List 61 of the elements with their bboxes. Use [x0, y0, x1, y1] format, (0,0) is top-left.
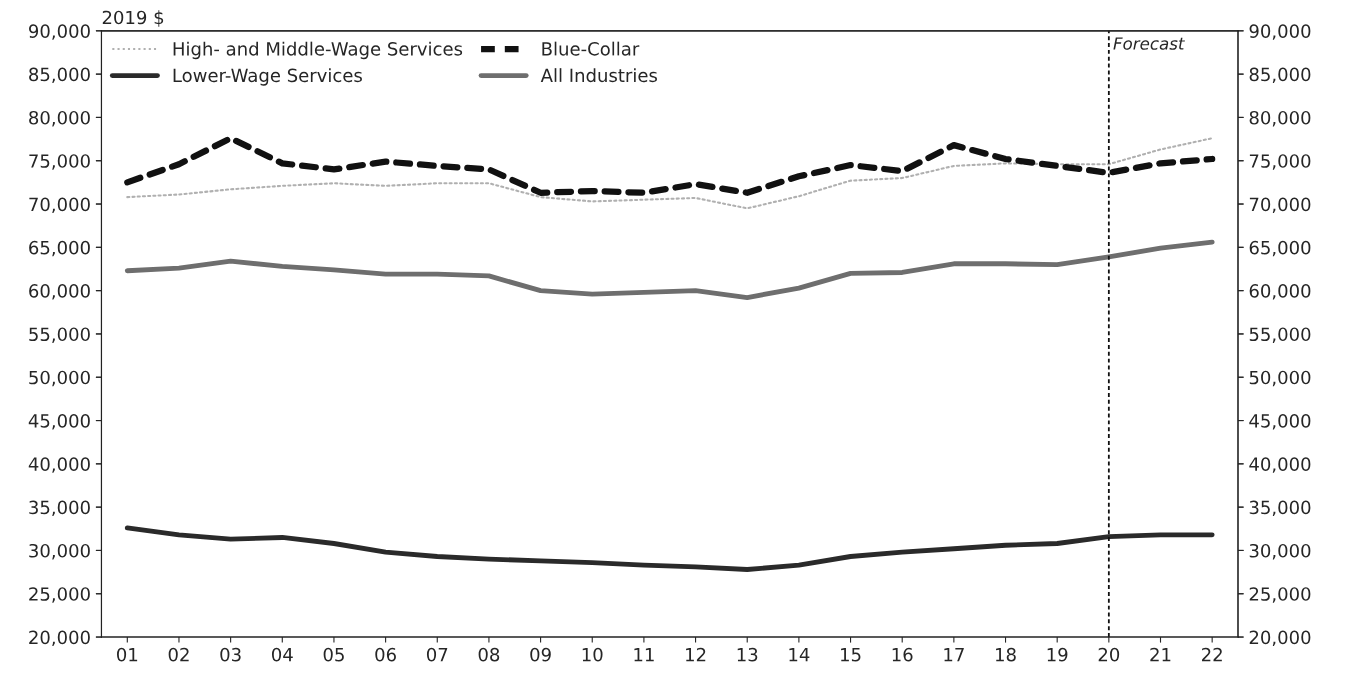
x-tick-label: 18 — [996, 647, 1016, 662]
y-tick-label: 40,000 — [28, 457, 90, 473]
x-tick-label: 06 — [375, 647, 396, 662]
x-tick-label: 07 — [426, 647, 448, 662]
y2-tick-label: 60,000 — [1249, 284, 1311, 300]
y2-tick-label: 85,000 — [1249, 67, 1311, 84]
legend-label: High- and Middle-Wage Services — [173, 41, 463, 60]
x-tick-label: 08 — [478, 647, 500, 662]
y-tick-label: 35,000 — [29, 500, 90, 517]
y-tick-label: 70,000 — [29, 197, 90, 213]
y2-tick-label: 35,000 — [1249, 500, 1311, 517]
y2-tick-label: 25,000 — [1249, 587, 1311, 603]
x-tick-label: 22 — [1202, 647, 1222, 662]
x-tick-label: 10 — [582, 647, 603, 662]
line-series — [126, 137, 1214, 210]
y2-tick-label: 80,000 — [1249, 110, 1311, 127]
y-tick-label: 45,000 — [28, 414, 90, 430]
x-tick-label: 04 — [271, 647, 293, 662]
legend-label: Blue-Collar — [542, 41, 640, 56]
y-tick-label: 80,000 — [29, 110, 90, 127]
y-tick-label: 90,000 — [29, 24, 90, 40]
y-tick-label: 30,000 — [29, 543, 90, 560]
y-tick-label: 85,000 — [29, 67, 90, 84]
y-tick-label: 50,000 — [29, 370, 90, 387]
x-tick-label: 16 — [892, 647, 913, 662]
x-tick-label: 21 — [1150, 647, 1171, 662]
y-tick-label: 65,000 — [29, 240, 90, 257]
line-series — [124, 525, 1215, 572]
x-tick-label: 05 — [323, 647, 344, 662]
x-tick-label: 20 — [1098, 647, 1120, 662]
y-tick-label: 25,000 — [29, 587, 90, 603]
y2-tick-label: 20,000 — [1249, 630, 1311, 647]
y2-tick-label: 90,000 — [1249, 24, 1311, 40]
y2-tick-label: 40,000 — [1249, 457, 1311, 473]
y-axis-title: 2019 $ — [102, 10, 164, 27]
y-tick-label: 75,000 — [29, 154, 90, 170]
y2-tick-label: 50,000 — [1249, 370, 1311, 387]
y2-tick-label: 70,000 — [1249, 197, 1311, 213]
y2-tick-label: 30,000 — [1249, 543, 1311, 560]
ref-line-label: Forecast — [1113, 37, 1185, 50]
y2-tick-label: 65,000 — [1249, 240, 1311, 257]
y2-tick-label: 55,000 — [1249, 327, 1311, 343]
x-tick-label: 03 — [220, 647, 241, 662]
x-tick-label: 12 — [686, 647, 706, 662]
y-tick-label: 20,000 — [29, 630, 90, 647]
line-series — [124, 239, 1215, 300]
x-tick-label: 19 — [1047, 647, 1068, 662]
y2-tick-label: 75,000 — [1249, 154, 1311, 170]
x-tick-label: 13 — [737, 647, 758, 662]
x-tick-label: 15 — [841, 648, 861, 662]
legend-label: All Industries — [540, 68, 657, 83]
x-tick-label: 11 — [634, 648, 654, 662]
x-tick-label: 01 — [117, 647, 138, 662]
x-tick-label: 09 — [530, 647, 551, 662]
x-tick-label: 02 — [168, 647, 189, 662]
x-tick-label: 17 — [944, 648, 964, 662]
y2-tick-label: 45,000 — [1249, 414, 1311, 430]
x-tick-label: 14 — [789, 648, 810, 662]
legend-label: Lower-Wage Services — [173, 68, 362, 86]
y-tick-label: 60,000 — [29, 284, 90, 300]
y-tick-label: 55,000 — [29, 327, 90, 343]
